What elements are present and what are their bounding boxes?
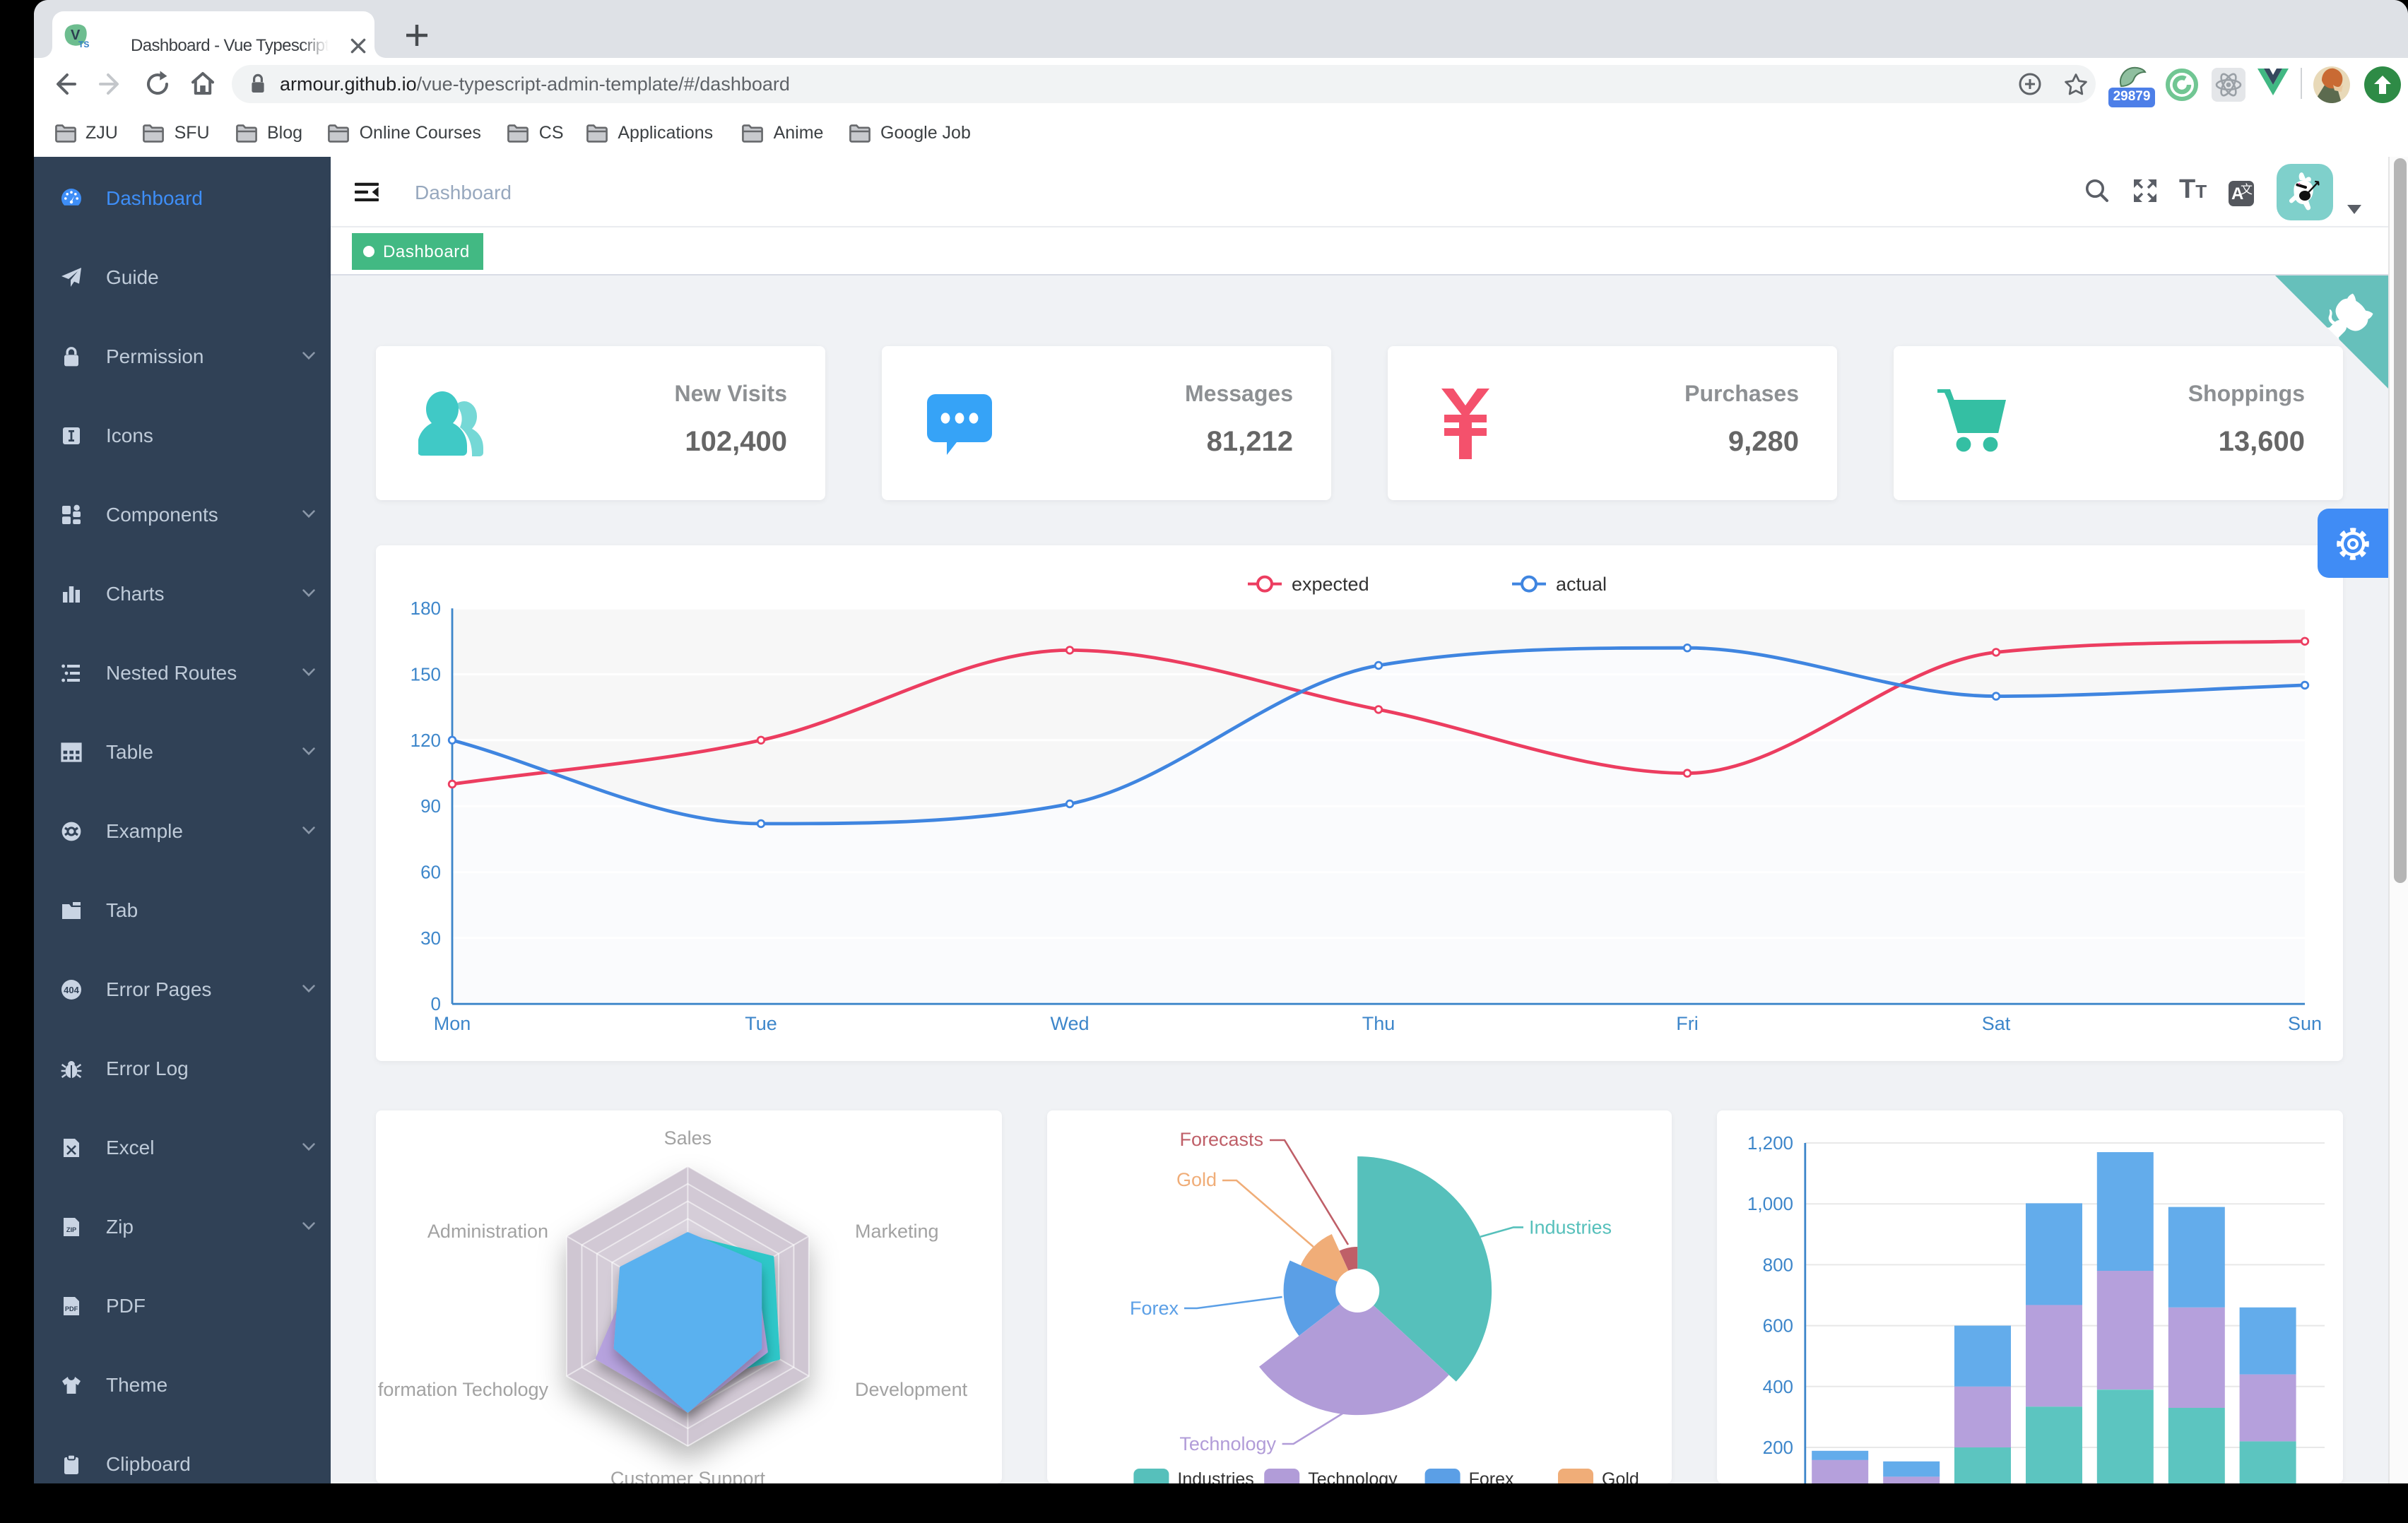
svg-text:Industries: Industries [1177,1469,1253,1483]
svg-text:Development: Development [855,1379,968,1400]
svg-text:Technology: Technology [1179,1433,1276,1454]
svg-text:60: 60 [420,862,441,883]
svg-text:Forex: Forex [1468,1469,1513,1483]
svg-text:90: 90 [420,795,441,817]
svg-text:200: 200 [1763,1437,1793,1458]
svg-text:Tue: Tue [745,1013,777,1034]
svg-text:Thu: Thu [1362,1013,1395,1034]
svg-text:Marketing: Marketing [855,1221,939,1242]
svg-text:600: 600 [1763,1315,1793,1337]
svg-text:Forex: Forex [1129,1298,1179,1319]
svg-text:Wed: Wed [1050,1013,1089,1034]
svg-text:0: 0 [431,993,441,1014]
svg-text:Industries: Industries [1528,1216,1611,1238]
svg-text:800: 800 [1763,1254,1793,1275]
svg-text:Fri: Fri [1676,1013,1698,1034]
svg-text:Gold: Gold [1601,1469,1639,1483]
svg-text:actual: actual [1556,574,1607,595]
svg-text:TS: TS [78,39,88,49]
svg-text:Customer Support: Customer Support [610,1468,766,1483]
svg-text:Technology: Technology [1308,1469,1398,1483]
svg-text:150: 150 [411,664,441,685]
svg-text:Sun: Sun [2288,1013,2322,1034]
svg-text:Forecasts: Forecasts [1179,1129,1263,1150]
svg-text:expected: expected [1292,574,1369,595]
svg-text:Administration: Administration [427,1221,548,1242]
svg-text:404: 404 [64,984,79,995]
svg-text:V: V [70,27,80,42]
svg-text:1,200: 1,200 [1748,1132,1794,1154]
svg-text:Sales: Sales [664,1127,712,1149]
svg-text:Gold: Gold [1176,1169,1216,1190]
svg-text:180: 180 [411,598,441,619]
svg-text:30: 30 [420,928,441,949]
svg-text:formation Techology: formation Techology [378,1379,549,1400]
svg-text:PDF: PDF [65,1305,78,1312]
svg-text:Mon: Mon [434,1013,471,1034]
svg-text:400: 400 [1763,1376,1793,1397]
svg-text:1,000: 1,000 [1748,1193,1794,1214]
svg-text:Sat: Sat [1982,1013,2011,1034]
svg-text:ZIP: ZIP [66,1226,76,1233]
svg-text:120: 120 [411,730,441,751]
